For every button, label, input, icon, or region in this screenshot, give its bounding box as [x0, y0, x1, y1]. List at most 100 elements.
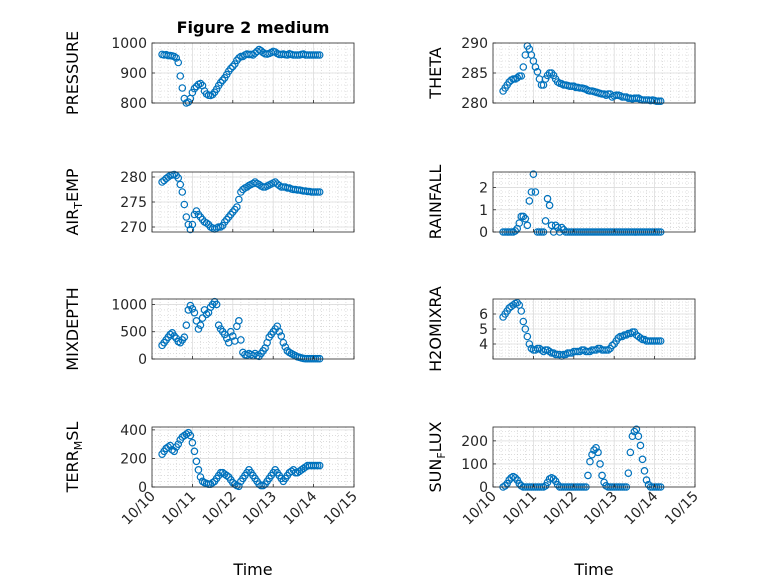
- data-point: [624, 469, 633, 477]
- y-tick-label: 1: [479, 203, 488, 219]
- data-point: [533, 68, 542, 76]
- data-point: [229, 332, 237, 340]
- y-tick-label: 0: [138, 480, 147, 496]
- data-point: [632, 425, 641, 434]
- data-point: [511, 227, 520, 235]
- data-point: [235, 317, 243, 325]
- data-point: [517, 72, 526, 80]
- data-point: [186, 225, 195, 234]
- y-tick-label: 200: [120, 451, 147, 467]
- data-point: [523, 332, 532, 341]
- data-point: [188, 88, 197, 97]
- data-point: [226, 327, 235, 336]
- data-point: [190, 447, 199, 456]
- data-point: [596, 460, 604, 468]
- data-point: [194, 466, 203, 474]
- y-tick-label: 2: [479, 181, 488, 197]
- y-tick-label: 290: [461, 36, 488, 52]
- data-point: [590, 446, 598, 454]
- data-point: [216, 78, 225, 87]
- data-point: [315, 461, 324, 470]
- data-point: [196, 321, 205, 329]
- data-point: [172, 54, 181, 62]
- data-point: [176, 180, 185, 189]
- data-point: [180, 333, 189, 341]
- data-point: [584, 471, 592, 480]
- y-tick-label: 6: [479, 307, 488, 323]
- data-point: [547, 69, 556, 77]
- subplot-air_temp: 270 275 280 AIRTEMP: [63, 168, 355, 236]
- y-tick-label: 200: [461, 434, 488, 450]
- data-point: [549, 475, 558, 483]
- data-point: [216, 223, 225, 231]
- plot-area: [152, 427, 354, 487]
- data-point: [618, 332, 627, 341]
- subplot-mixdepth: 0 500 1000 MIXDEPTH: [63, 287, 355, 371]
- plot-area: [152, 299, 354, 359]
- axes-box: [492, 171, 696, 233]
- y-tick-label: 270: [120, 220, 147, 236]
- y-tick-label: 0: [138, 352, 147, 368]
- data-point: [174, 174, 183, 182]
- data-point: [594, 448, 602, 457]
- data-point: [194, 325, 203, 333]
- data-point: [190, 84, 199, 93]
- data-point: [529, 170, 538, 179]
- y-tick-label: 0: [479, 225, 488, 241]
- data-point: [598, 471, 606, 480]
- data-point: [630, 427, 639, 436]
- data-point: [214, 321, 223, 329]
- data-point: [519, 212, 528, 221]
- data-point: [222, 471, 231, 480]
- axes-box: [492, 426, 696, 488]
- data-point: [545, 347, 554, 356]
- data-point: [531, 63, 540, 71]
- x-axis-label: Time: [573, 560, 613, 579]
- data-point: [636, 441, 645, 450]
- y-tick-label: 400: [120, 423, 147, 439]
- data-point: [592, 443, 600, 452]
- y-tick-label: 285: [461, 66, 488, 82]
- subplot-theta: 280 285 290 THETA: [426, 36, 696, 112]
- data-point: [192, 457, 201, 466]
- data-point: [190, 308, 199, 317]
- data-point: [188, 438, 197, 447]
- data-point: [196, 473, 205, 481]
- y-tick-label: 900: [120, 66, 147, 82]
- y-tick-label: 1000: [111, 36, 147, 52]
- data-point: [182, 213, 191, 221]
- data-point: [218, 76, 227, 85]
- y-tick-label: 5: [479, 322, 488, 338]
- data-point: [184, 220, 193, 229]
- data-point: [315, 188, 324, 196]
- data-point: [614, 334, 623, 342]
- data-point: [541, 217, 550, 225]
- data-point: [525, 340, 534, 348]
- data-point: [202, 219, 211, 227]
- data-point: [202, 310, 211, 319]
- data-point: [235, 195, 243, 204]
- axes-box: [151, 426, 355, 488]
- data-point: [527, 188, 536, 196]
- data-point: [212, 300, 221, 309]
- data-point: [586, 457, 594, 466]
- y-tick-label: 275: [120, 195, 147, 211]
- chart-title: Figure 2 medium: [177, 18, 330, 37]
- data-point: [180, 200, 189, 209]
- data-point: [220, 330, 229, 339]
- y-tick-label: 800: [120, 96, 147, 112]
- data-point: [640, 467, 649, 475]
- data-point: [642, 476, 651, 484]
- y-axis-label: RAINFALL: [426, 165, 445, 240]
- data-point: [521, 325, 530, 333]
- data-point: [198, 314, 207, 322]
- y-axis-label: AIRTEMP: [63, 168, 85, 235]
- data-point: [182, 430, 191, 438]
- data-point: [608, 341, 616, 350]
- y-axis-label: TERRMSL: [63, 422, 85, 494]
- data-point: [523, 221, 532, 230]
- data-point: [229, 62, 237, 71]
- data-point: [237, 336, 245, 344]
- data-point: [275, 327, 284, 336]
- data-point: [513, 298, 522, 307]
